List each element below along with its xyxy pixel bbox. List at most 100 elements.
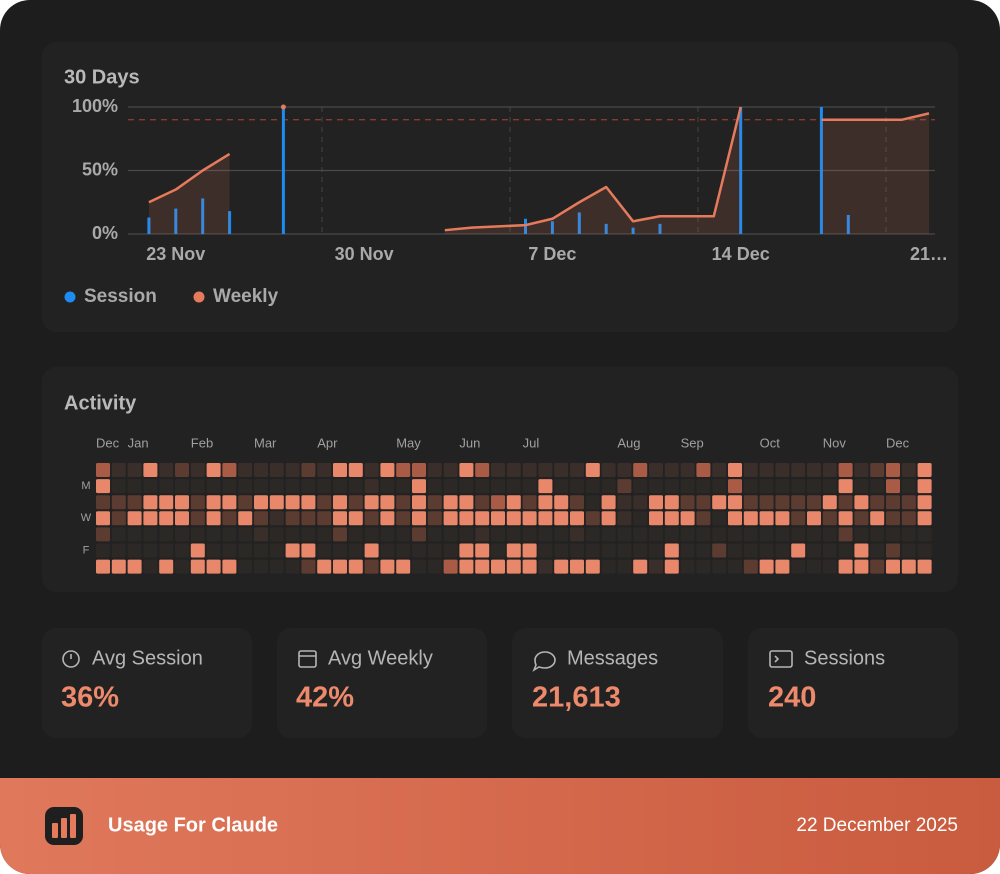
- activity-cell: [443, 479, 458, 494]
- activity-cell: [127, 511, 142, 526]
- month-label: Aug: [617, 435, 640, 450]
- app-name: Usage For Claude: [108, 814, 278, 836]
- activity-cell: [807, 463, 821, 477]
- activity-cell: [633, 463, 648, 477]
- activity-cell: [111, 559, 126, 574]
- activity-cell: [854, 463, 869, 477]
- weekday-label: W: [81, 512, 92, 524]
- session-bar: [631, 227, 635, 234]
- stat-label: Avg Session: [92, 647, 203, 669]
- activity-cell: [538, 463, 553, 477]
- activity-cell: [238, 463, 253, 477]
- activity-cell: [838, 527, 853, 542]
- activity-cell: [206, 543, 221, 558]
- activity-cell: [728, 495, 742, 510]
- activity-cell: [348, 511, 363, 526]
- session-bar: [550, 221, 554, 234]
- activity-cell: [380, 543, 395, 558]
- activity-cell: [190, 559, 205, 574]
- session-bar: [819, 107, 823, 234]
- activity-cell: [585, 495, 600, 510]
- activity-cell: [348, 559, 363, 574]
- activity-cell: [222, 495, 237, 510]
- activity-cell: [570, 463, 584, 477]
- month-label: Jul: [523, 435, 540, 450]
- activity-cell: [617, 511, 632, 526]
- activity-cell: [285, 511, 300, 526]
- activity-cell: [333, 463, 347, 477]
- activity-cell: [712, 527, 727, 542]
- activity-cell: [696, 479, 711, 494]
- activity-cell: [475, 495, 490, 510]
- activity-cell: [443, 559, 458, 574]
- activity-cell: [301, 559, 316, 574]
- weekly-area: [148, 153, 230, 234]
- session-bar: [201, 198, 205, 234]
- activity-cell: [838, 463, 853, 477]
- y-tick-label: 0%: [92, 223, 118, 243]
- session-bar: [281, 107, 285, 234]
- activity-cell: [175, 559, 189, 574]
- activity-cell: [822, 463, 837, 477]
- activity-cell: [522, 527, 537, 542]
- stat-icons: [62, 650, 793, 672]
- activity-cell: [601, 527, 616, 542]
- activity-cell: [664, 511, 679, 526]
- activity-cell: [838, 543, 853, 558]
- activity-cell: [491, 511, 505, 526]
- activity-cell: [238, 511, 253, 526]
- activity-cell: [96, 543, 110, 558]
- activity-cell: [475, 559, 490, 574]
- activity-cell: [333, 559, 347, 574]
- stat-value: 36%: [61, 682, 119, 714]
- activity-cell: [506, 479, 521, 494]
- activity-cell: [775, 511, 790, 526]
- activity-cell: [396, 527, 411, 542]
- activity-cell: [664, 559, 679, 574]
- activity-cell: [143, 495, 158, 510]
- activity-cell: [712, 495, 727, 510]
- activity-cell: [317, 479, 332, 494]
- month-label: Dec: [886, 435, 910, 450]
- activity-cell: [127, 479, 142, 494]
- activity-cell: [838, 495, 853, 510]
- activity-cell: [759, 463, 774, 477]
- month-label: Dec: [96, 435, 120, 450]
- weekly-line: [821, 112, 930, 121]
- activity-cell: [633, 479, 648, 494]
- activity-cell: [348, 527, 363, 542]
- activity-cell: [491, 463, 505, 477]
- activity-cell: [743, 479, 758, 494]
- month-label: Nov: [823, 435, 847, 450]
- activity-cell: [380, 511, 395, 526]
- activity-cell: [728, 527, 742, 542]
- activity-cell: [570, 527, 584, 542]
- activity-cell: [538, 559, 553, 574]
- month-label: Mar: [254, 435, 277, 450]
- activity-cell: [396, 495, 411, 510]
- activity-cell: [712, 479, 727, 494]
- activity-cell: [127, 527, 142, 542]
- activity-cell: [649, 559, 663, 574]
- activity-cell: [317, 543, 332, 558]
- stat-label: Sessions: [804, 647, 885, 669]
- activity-cell: [570, 511, 584, 526]
- activity-cell: [807, 511, 821, 526]
- activity-cell: [380, 527, 395, 542]
- activity-cell: [886, 511, 900, 526]
- activity-cell: [333, 527, 347, 542]
- activity-cell: [617, 495, 632, 510]
- activity-cell: [412, 495, 426, 510]
- activity-cell: [743, 463, 758, 477]
- activity-cell: [206, 479, 221, 494]
- session-bar: [174, 208, 178, 234]
- activity-cell: [317, 559, 332, 574]
- activity-cell: [348, 479, 363, 494]
- activity-cell: [96, 559, 110, 574]
- activity-cell: [680, 463, 695, 477]
- activity-cell: [238, 495, 253, 510]
- activity-cell: [601, 479, 616, 494]
- session-bar: [846, 214, 850, 234]
- month-label: May: [396, 435, 421, 450]
- activity-cell: [633, 559, 648, 574]
